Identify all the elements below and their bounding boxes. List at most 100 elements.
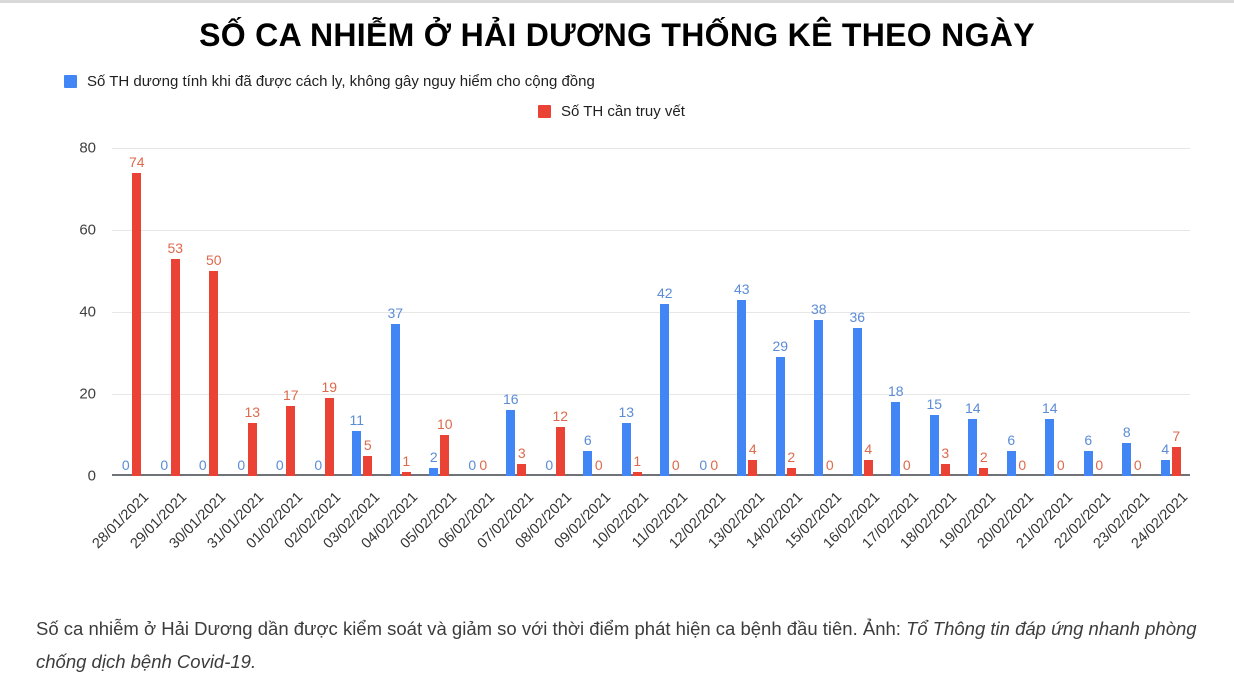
- chart-title: SỐ CA NHIỄM Ở HẢI DƯƠNG THỐNG KÊ THEO NG…: [199, 17, 1035, 53]
- bar-value-label: 5: [363, 436, 372, 453]
- bar-value-label: 0: [314, 457, 323, 473]
- bar-value-label: 1: [633, 452, 642, 469]
- bar-value-label: 2: [979, 448, 988, 465]
- bar-tracing: [401, 471, 411, 476]
- top-divider: [0, 0, 1234, 3]
- bar-isolated: [1122, 443, 1132, 476]
- bar-isolated: [814, 320, 824, 476]
- bar-value-label: 38: [810, 301, 827, 318]
- caption: Số ca nhiễm ở Hải Dương dần được kiểm so…: [36, 612, 1198, 679]
- bar-value-label: 0: [160, 457, 169, 473]
- bar-isolated: [891, 402, 901, 476]
- bar-isolated: [583, 451, 593, 476]
- bar-value-label: 0: [699, 457, 708, 473]
- bar-value-label: 36: [849, 309, 866, 326]
- bar-isolated: [660, 303, 670, 476]
- bar-isolated: [737, 299, 747, 476]
- bar-value-label: 3: [517, 444, 526, 461]
- bar-isolated: [852, 328, 862, 476]
- bar-isolated: [429, 467, 439, 476]
- bar-isolated: [1160, 459, 1170, 476]
- gridline: [112, 312, 1190, 313]
- bar-value-label: 12: [552, 407, 569, 424]
- bar-isolated: [1006, 451, 1016, 476]
- bar-chart: 0 20 40 60 80 0 74 0 53 0 50 0 13 0 17 0 19 11 5 37 1 2 10 0 0 1…: [0, 141, 1234, 596]
- y-tick-label: 40: [79, 303, 96, 321]
- bar-tracing: [440, 435, 450, 476]
- bar-value-label: 4: [748, 440, 757, 457]
- legend-item-isolated-cases: Số TH dương tính khi đã được cách ly, kh…: [64, 70, 1234, 92]
- bar-value-label: 0: [237, 457, 246, 473]
- y-tick-label: 60: [79, 221, 96, 239]
- bar-value-label: 74: [128, 153, 145, 170]
- bar-isolated: [1083, 451, 1093, 476]
- bar-tracing: [555, 426, 565, 476]
- bar-value-label: 14: [964, 399, 981, 416]
- bar-tracing: [748, 459, 758, 476]
- bar-isolated: [352, 430, 362, 476]
- gridline: [112, 394, 1190, 395]
- bar-value-label: 0: [468, 457, 477, 473]
- bar-value-label: 43: [733, 280, 750, 297]
- bar-tracing: [363, 455, 373, 476]
- gridline: [112, 230, 1190, 231]
- bar-value-label: 19: [321, 379, 338, 396]
- legend-label-isolated: Số TH dương tính khi đã được cách ly, kh…: [87, 72, 595, 90]
- bar-tracing: [132, 172, 142, 476]
- bar-value-label: 8: [1122, 424, 1131, 441]
- legend-item-contact-tracing: Số TH cần truy vết: [538, 100, 1234, 122]
- bar-isolated: [929, 414, 939, 476]
- bar-value-label: 29: [772, 338, 789, 355]
- bar-value-label: 2: [429, 448, 438, 465]
- bar-value-label: 6: [1007, 432, 1016, 449]
- bar-value-label: 0: [671, 457, 680, 473]
- plot-area: 0 74 0 53 0 50 0 13 0 17 0 19 11 5 37 1 2 10 0 0 16 3 0 12 6 0 13 1…: [112, 148, 1190, 476]
- bar-value-label: 0: [1018, 457, 1027, 473]
- bar-isolated: [390, 324, 400, 476]
- bar-value-label: 0: [275, 457, 284, 473]
- bar-tracing: [1171, 447, 1181, 476]
- bar-value-label: 0: [1095, 457, 1104, 473]
- bar-value-label: 42: [656, 284, 673, 301]
- bar-value-label: 0: [902, 457, 911, 473]
- bar-tracing: [247, 422, 257, 476]
- bar-isolated: [1045, 418, 1055, 476]
- bar-value-label: 18: [887, 383, 904, 400]
- x-axis-line: [112, 474, 1190, 476]
- bar-value-label: 50: [205, 252, 222, 268]
- bar-value-label: 13: [244, 403, 261, 420]
- bar-value-label: 6: [1084, 432, 1093, 449]
- bar-value-label: 3: [941, 444, 950, 461]
- bar-tracing: [286, 406, 296, 476]
- bar-value-label: 7: [1172, 428, 1181, 445]
- legend-swatch-red-icon: [538, 104, 551, 118]
- bar-isolated: [968, 418, 978, 476]
- bar-value-label: 0: [198, 457, 207, 473]
- bar-value-label: 53: [167, 239, 184, 256]
- y-tick-label: 20: [79, 385, 96, 403]
- legend-swatch-blue-icon: [64, 74, 77, 88]
- bar-tracing: [786, 467, 796, 476]
- y-axis: 0 20 40 60 80: [0, 141, 112, 484]
- bar-value-label: 0: [825, 457, 834, 473]
- chart-legend: Số TH dương tính khi đã được cách ly, kh…: [0, 70, 1234, 122]
- caption-credit: Tổ Thông tin đáp ứng nhanh phòng chống d…: [36, 618, 1197, 673]
- bar-value-label: 0: [1133, 457, 1142, 473]
- legend-label-tracing: Số TH cần truy vết: [561, 102, 685, 120]
- bar-tracing: [170, 258, 180, 476]
- bar-tracing: [324, 398, 334, 476]
- bar-value-label: 0: [121, 457, 130, 473]
- y-tick-label: 80: [79, 139, 96, 157]
- y-tick-label: 0: [87, 467, 96, 485]
- bar-value-label: 0: [545, 457, 554, 473]
- bar-value-label: 10: [436, 416, 453, 432]
- bar-tracing: [940, 463, 950, 476]
- bar-tracing: [979, 467, 989, 476]
- bar-value-label: 6: [583, 432, 592, 449]
- bar-value-label: 11: [349, 411, 365, 428]
- bar-value-label: 4: [1161, 440, 1170, 457]
- bar-value-label: 13: [618, 403, 635, 420]
- bar-value-label: 4: [864, 440, 873, 457]
- bar-value-label: 17: [282, 387, 299, 404]
